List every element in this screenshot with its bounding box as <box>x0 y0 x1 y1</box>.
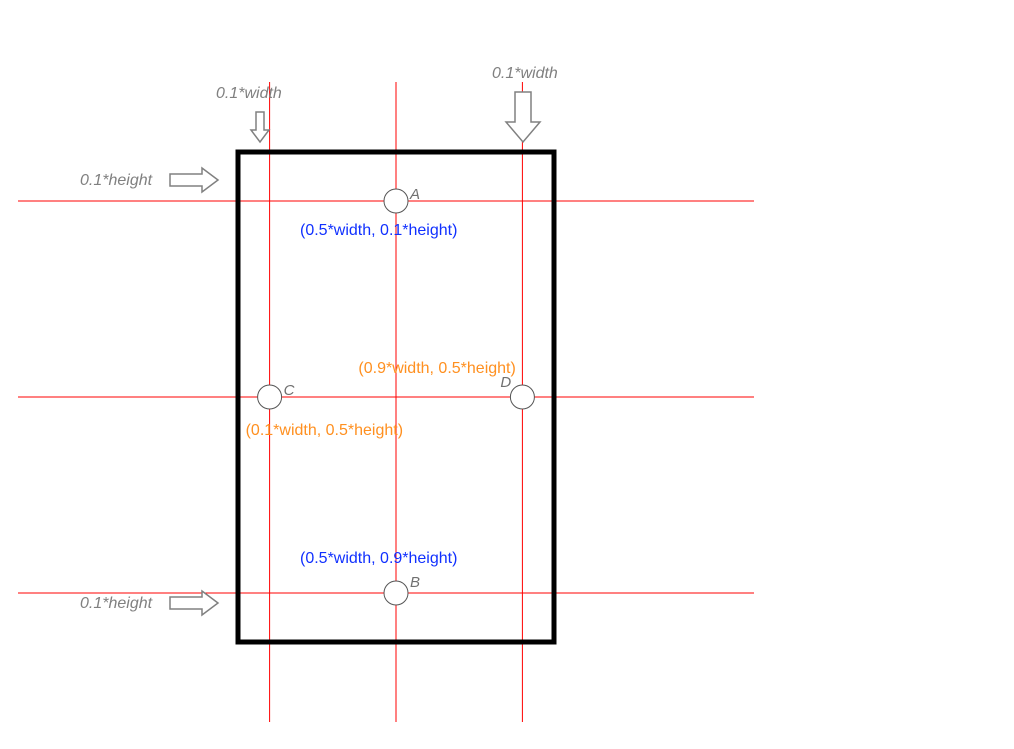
coord-label-b: (0.5*width, 0.9*height) <box>300 550 457 567</box>
margin-arrow <box>251 112 269 142</box>
margin-label-top-left-margin: 0.1*width <box>216 85 282 102</box>
coord-label-c: (0.1*width, 0.5*height) <box>246 422 403 439</box>
node-c <box>258 385 282 409</box>
margin-label-left-top-margin: 0.1*height <box>80 172 153 189</box>
margin-label-left-bottom-margin: 0.1*height <box>80 595 153 612</box>
margin-arrow <box>170 591 218 615</box>
node-letter-b: B <box>410 574 420 591</box>
node-letter-c: C <box>284 382 295 399</box>
node-b <box>384 581 408 605</box>
coord-label-d: (0.9*width, 0.5*height) <box>358 360 515 377</box>
node-letter-a: A <box>409 186 420 203</box>
node-a <box>384 189 408 213</box>
margin-arrow <box>506 92 540 142</box>
coord-label-a: (0.5*width, 0.1*height) <box>300 222 457 239</box>
node-d <box>510 385 534 409</box>
margin-arrow <box>170 168 218 192</box>
margin-label-top-right-margin: 0.1*width <box>492 65 558 82</box>
